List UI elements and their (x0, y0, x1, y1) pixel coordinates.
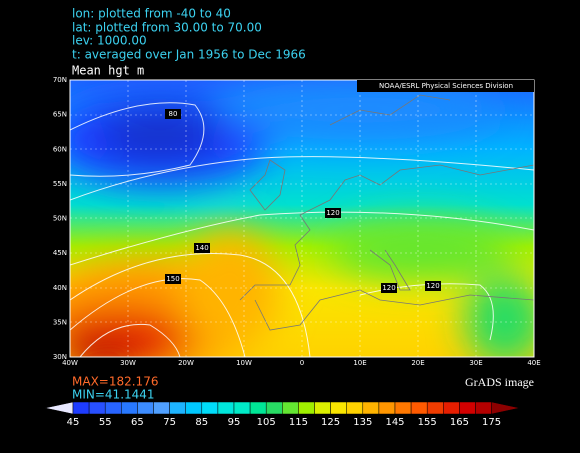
colorbar-label: 105 (257, 417, 276, 428)
lat-label: 65N (53, 111, 67, 119)
colorbar-box (249, 401, 267, 415)
colorbar-box (282, 401, 299, 415)
lon-label: 20E (411, 359, 424, 367)
colorbar-label: 175 (482, 417, 501, 428)
contour-label-box (165, 274, 181, 284)
header-line: lev: 1000.00 (72, 34, 147, 48)
colorbar-box (153, 401, 170, 415)
lon-label: 40E (527, 359, 540, 367)
colorbar-label: 125 (321, 417, 340, 428)
lon-labels: 40W 30W 20W 10W 0 10E 20E 30E 40E (62, 359, 541, 367)
credit-box (357, 80, 534, 92)
min-stat: MIN=41.1441 (72, 388, 155, 402)
colorbar-box (169, 401, 186, 415)
colorbar: 45 55 65 75 85 95 105 115 125 135 145 155 165 175 (44, 401, 520, 428)
colorbar-box (88, 401, 106, 415)
contour-label-box (425, 281, 441, 291)
colorbar-box (410, 401, 428, 415)
map-field (70, 80, 534, 357)
contour-label: 80 (169, 110, 178, 118)
colorbar-box (233, 401, 251, 415)
colorbar-label: 85 (195, 417, 208, 428)
colorbar-label: 55 (99, 417, 112, 428)
colorbar-box (443, 401, 460, 415)
max-stat: MAX=182.176 (72, 375, 158, 389)
colorbar-box (121, 401, 138, 415)
colorbar-box (426, 401, 444, 415)
colorbar-box (362, 401, 380, 415)
lat-label: 50N (53, 215, 67, 223)
colorbar-label: 115 (289, 417, 308, 428)
colorbar-box (378, 401, 396, 415)
colorbar-box (137, 401, 154, 415)
colorbar-label: 145 (385, 417, 404, 428)
lon-label: 40W (62, 359, 78, 367)
colorbar-box (459, 401, 476, 415)
colorbar-label: 135 (353, 417, 372, 428)
credit: NOAA/ESRL Physical Sciences Division (379, 82, 513, 90)
colorbar-box (185, 401, 203, 415)
map-frame (69, 79, 535, 358)
contour-label: 120 (382, 284, 395, 292)
header-line: lat: plotted from 30.00 to 70.00 (72, 21, 262, 35)
lat-label: 70N (53, 76, 67, 84)
lat-label: 55N (53, 180, 67, 188)
colorbar-arrow (491, 401, 520, 415)
contour-label-box (325, 208, 341, 218)
lat-labels: 70N 65N 60N 55N 50N 45N 40N 35N 30N (53, 76, 67, 361)
lat-label: 45N (53, 249, 67, 257)
contour-label: 120 (426, 282, 439, 290)
lat-label: 40N (53, 284, 67, 292)
footer: GrADS image (465, 375, 534, 389)
map-title: Mean hgt m (72, 64, 144, 78)
colorbar-box (475, 401, 492, 415)
lon-label: 0 (300, 359, 304, 367)
lon-label: 30E (469, 359, 482, 367)
contour-label: 120 (326, 209, 339, 217)
colorbar-label: 165 (450, 417, 469, 428)
lon-label: 10W (236, 359, 252, 367)
lat-label: 60N (53, 145, 67, 153)
colorbar-box (201, 401, 219, 415)
colorbar-label: 155 (418, 417, 437, 428)
colorbar-label: 65 (131, 417, 144, 428)
contour-label-box (381, 283, 397, 293)
lat-label: 35N (53, 318, 67, 326)
colorbar-box (394, 401, 412, 415)
lon-label: 30W (120, 359, 136, 367)
colorbar-arrow (44, 401, 74, 415)
contour-label: 150 (166, 275, 179, 283)
lon-label: 20W (178, 359, 194, 367)
lon-label: 10E (353, 359, 366, 367)
colorbar-box (72, 401, 90, 415)
colorbar-box (298, 401, 315, 415)
colorbar-box (104, 401, 122, 415)
colorbar-label: 95 (228, 417, 241, 428)
colorbar-box (217, 401, 235, 415)
lat-label: 30N (53, 353, 67, 361)
contour-label: 140 (195, 244, 208, 252)
colorbar-box (346, 401, 364, 415)
header: lon: plotted from -40 to 40 lat: plotted… (72, 7, 306, 62)
contour-labels: 80 120 140 150 120 120 (165, 109, 441, 293)
contour-label-box (194, 243, 210, 253)
colorbar-label: 45 (67, 417, 80, 428)
colorbar-box (314, 401, 331, 415)
colorbar-label: 75 (163, 417, 176, 428)
colorbar-box (265, 401, 283, 415)
colorbar-box (330, 401, 347, 415)
header-line: t: averaged over Jan 1956 to Dec 1966 (72, 48, 306, 62)
header-line: lon: plotted from -40 to 40 (72, 7, 231, 21)
contour-label-box (165, 109, 181, 119)
